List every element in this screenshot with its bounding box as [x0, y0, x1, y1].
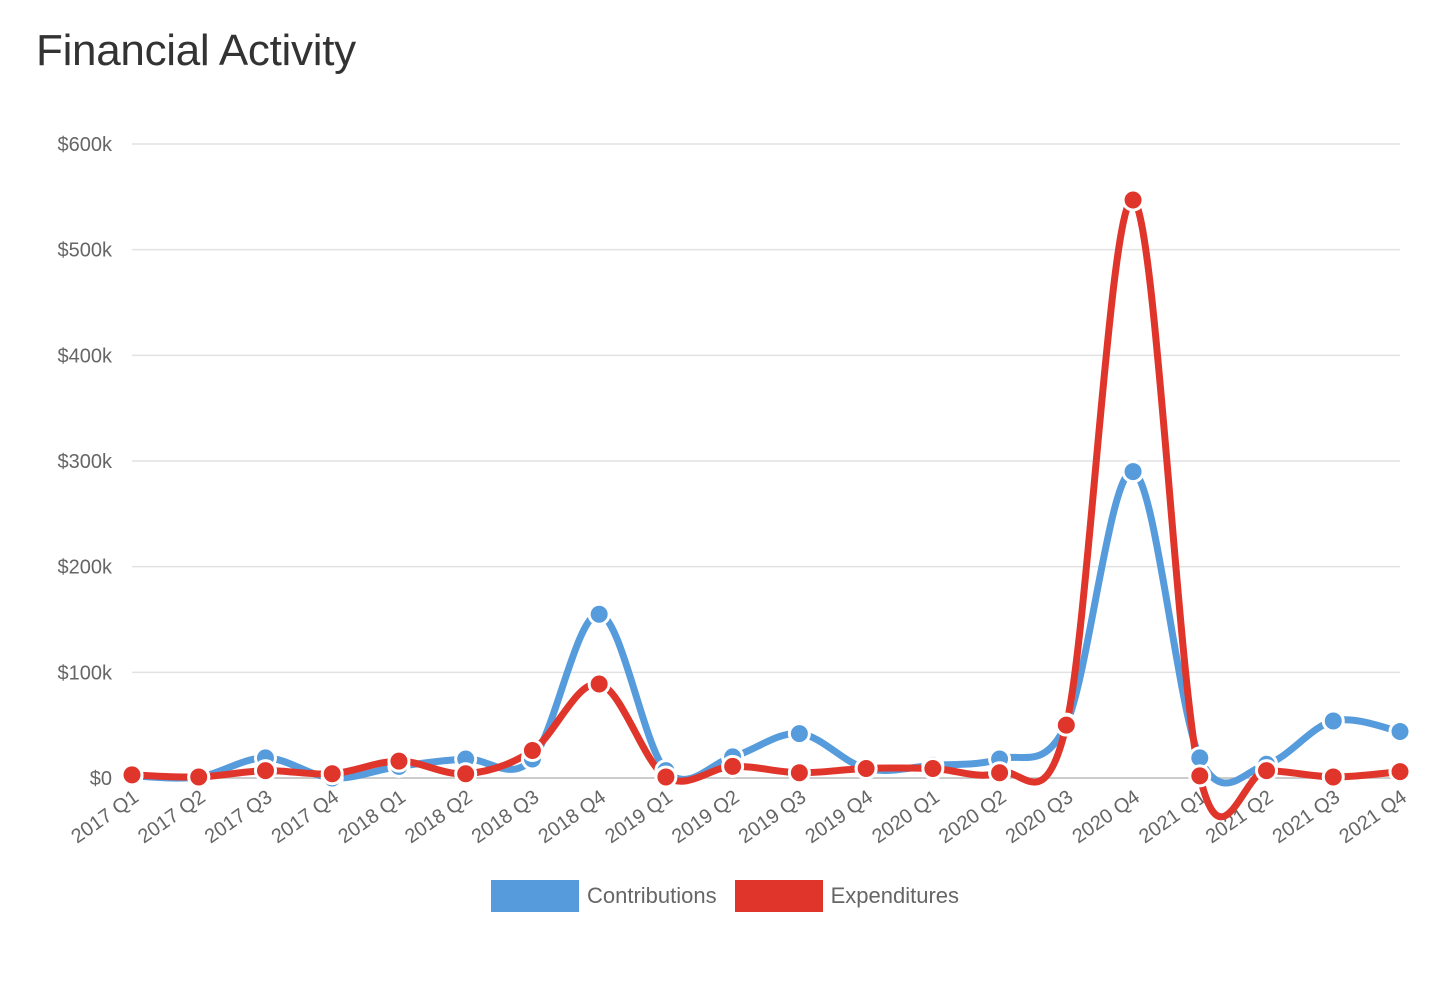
x-tick-label: 2017 Q4 [268, 786, 343, 848]
series-lines [128, 196, 1404, 821]
legend-item-expenditures[interactable]: Expenditures [734, 880, 960, 912]
x-tick-label: 2018 Q3 [468, 786, 543, 848]
data-point-expenditures[interactable] [387, 749, 411, 773]
x-tick-label: 2021 Q4 [1335, 786, 1410, 848]
y-tick-label: $300k [58, 451, 113, 473]
x-tick-label: 2017 Q1 [67, 786, 142, 848]
data-point-expenditures[interactable] [921, 756, 945, 780]
x-tick-label: 2018 Q4 [535, 786, 610, 848]
data-point-expenditures[interactable] [187, 765, 211, 789]
data-point-expenditures[interactable] [320, 762, 344, 786]
x-tick-label: 2017 Q3 [201, 786, 276, 848]
data-point-expenditures[interactable] [787, 761, 811, 785]
y-tick-label: $0 [90, 768, 112, 790]
x-tick-label: 2020 Q1 [868, 786, 943, 848]
legend-item-contributions[interactable]: Contributions [490, 880, 717, 912]
chart-title: Financial Activity [36, 26, 356, 75]
data-point-expenditures[interactable] [1121, 188, 1145, 212]
series-line-contributions [128, 468, 1404, 787]
x-tick-label: 2020 Q2 [935, 786, 1010, 848]
y-tick-label: $200k [58, 557, 113, 579]
data-point-expenditures[interactable] [1388, 760, 1412, 784]
data-point-contributions[interactable] [1321, 709, 1345, 733]
data-point-expenditures[interactable] [587, 672, 611, 696]
x-tick-label: 2018 Q1 [334, 786, 409, 848]
data-point-expenditures[interactable] [988, 761, 1012, 785]
data-point-expenditures[interactable] [520, 739, 544, 763]
y-tick-label: $500k [58, 240, 113, 262]
x-tick-label: 2019 Q4 [801, 786, 876, 848]
data-point-expenditures[interactable] [253, 759, 277, 783]
data-point-expenditures[interactable] [654, 765, 678, 789]
y-tick-label: $600k [58, 134, 113, 156]
legend-swatch-contributions [490, 880, 579, 912]
data-point-expenditures[interactable] [1054, 713, 1078, 737]
x-tick-label: 2021 Q1 [1135, 786, 1210, 848]
series-line-expenditures [128, 196, 1404, 821]
data-point-contributions[interactable] [1121, 460, 1145, 484]
data-point-expenditures[interactable] [1321, 765, 1345, 789]
data-point-expenditures[interactable] [721, 754, 745, 778]
data-point-contributions[interactable] [1388, 720, 1412, 744]
data-point-expenditures[interactable] [1188, 764, 1212, 788]
series-points [120, 188, 1412, 790]
legend-label-expenditures: Expenditures [830, 883, 960, 908]
data-point-contributions[interactable] [587, 602, 611, 626]
y-axis: $0 $100k $200k $300k $400k $500k $600k [58, 134, 113, 790]
data-point-contributions[interactable] [787, 722, 811, 746]
legend: Contributions Expenditures [0, 880, 1450, 912]
x-tick-label: 2020 Q3 [1002, 786, 1077, 848]
data-point-expenditures[interactable] [1255, 759, 1279, 783]
gridlines [132, 143, 1400, 779]
x-tick-label: 2019 Q3 [735, 786, 810, 848]
x-tick-label: 2019 Q2 [668, 786, 743, 848]
x-tick-label: 2021 Q3 [1269, 786, 1344, 848]
x-tick-label: 2019 Q1 [601, 786, 676, 848]
y-tick-label: $100k [58, 662, 113, 684]
legend-swatch-expenditures [734, 880, 823, 912]
legend-label-contributions: Contributions [586, 883, 717, 908]
x-tick-label: 2017 Q2 [134, 786, 209, 848]
data-point-expenditures[interactable] [854, 756, 878, 780]
y-tick-label: $400k [58, 345, 113, 367]
x-tick-label: 2020 Q4 [1068, 786, 1143, 848]
data-point-expenditures[interactable] [454, 762, 478, 786]
data-point-expenditures[interactable] [120, 763, 144, 787]
x-tick-label: 2018 Q2 [401, 786, 476, 848]
